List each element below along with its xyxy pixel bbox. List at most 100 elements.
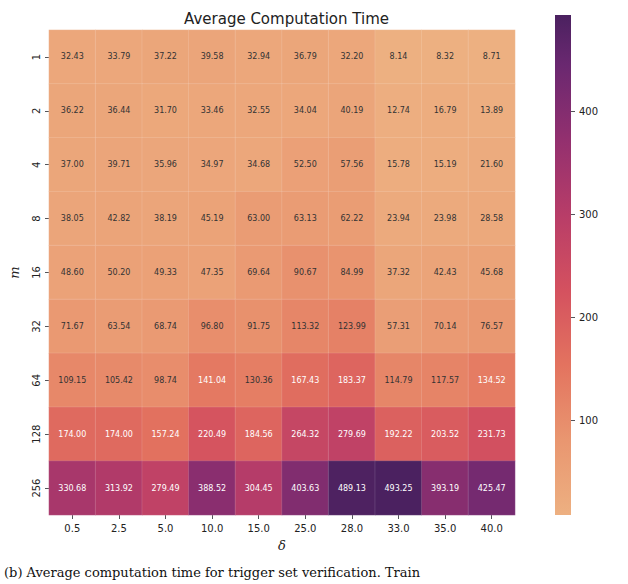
- svg-text:117.57: 117.57: [431, 376, 459, 385]
- svg-text:8.32: 8.32: [436, 52, 454, 61]
- svg-text:167.43: 167.43: [291, 376, 319, 385]
- svg-text:12.74: 12.74: [387, 106, 410, 115]
- svg-text:42.82: 42.82: [107, 214, 130, 223]
- svg-text:184.56: 184.56: [245, 430, 273, 439]
- svg-text:330.68: 330.68: [58, 484, 86, 493]
- svg-text:134.52: 134.52: [478, 376, 506, 385]
- svg-text:0.5: 0.5: [64, 523, 80, 534]
- svg-text:2.5: 2.5: [111, 523, 127, 534]
- svg-text:39.71: 39.71: [107, 160, 130, 169]
- svg-text:76.57: 76.57: [480, 322, 503, 331]
- svg-text:32.43: 32.43: [61, 52, 84, 61]
- svg-text:304.45: 304.45: [245, 484, 273, 493]
- svg-text:183.37: 183.37: [338, 376, 366, 385]
- svg-text:113.32: 113.32: [291, 322, 319, 331]
- svg-text:32.20: 32.20: [340, 52, 363, 61]
- svg-text:23.98: 23.98: [434, 214, 457, 223]
- svg-text:313.92: 313.92: [105, 484, 133, 493]
- svg-text:16: 16: [31, 266, 42, 279]
- svg-text:35.96: 35.96: [154, 160, 177, 169]
- svg-text:23.94: 23.94: [387, 214, 410, 223]
- svg-text:300: 300: [579, 209, 598, 220]
- svg-text:50.20: 50.20: [107, 268, 130, 277]
- svg-text:38.05: 38.05: [61, 214, 84, 223]
- svg-text:45.19: 45.19: [201, 214, 224, 223]
- svg-text:69.64: 69.64: [247, 268, 270, 277]
- svg-text:m: m: [7, 266, 22, 278]
- svg-text:231.73: 231.73: [478, 430, 506, 439]
- svg-text:32.55: 32.55: [247, 106, 270, 115]
- svg-text:63.13: 63.13: [294, 214, 317, 223]
- svg-text:489.13: 489.13: [338, 484, 366, 493]
- svg-text:84.99: 84.99: [340, 268, 363, 277]
- svg-text:62.22: 62.22: [340, 214, 363, 223]
- svg-text:91.75: 91.75: [247, 322, 270, 331]
- svg-text:220.49: 220.49: [198, 430, 226, 439]
- svg-text:8: 8: [31, 215, 42, 221]
- svg-text:57.31: 57.31: [387, 322, 410, 331]
- svg-text:33.46: 33.46: [201, 106, 224, 115]
- svg-text:68.74: 68.74: [154, 322, 177, 331]
- svg-text:32.94: 32.94: [247, 52, 270, 61]
- svg-text:36.79: 36.79: [294, 52, 317, 61]
- svg-text:25.0: 25.0: [294, 523, 316, 534]
- svg-text:2: 2: [31, 108, 42, 114]
- svg-text:35.0: 35.0: [434, 523, 456, 534]
- svg-text:49.33: 49.33: [154, 268, 177, 277]
- svg-text:71.67: 71.67: [61, 322, 84, 331]
- svg-text:(b) Average computation time f: (b) Average computation time for trigger…: [4, 565, 421, 580]
- svg-text:90.67: 90.67: [294, 268, 317, 277]
- svg-text:5.0: 5.0: [158, 523, 174, 534]
- svg-text:256: 256: [31, 479, 42, 498]
- svg-text:4: 4: [31, 162, 42, 168]
- svg-text:34.68: 34.68: [247, 160, 270, 169]
- svg-text:100: 100: [579, 415, 598, 426]
- svg-text:63.00: 63.00: [247, 214, 270, 223]
- svg-text:47.35: 47.35: [201, 268, 224, 277]
- svg-text:40.0: 40.0: [481, 523, 503, 534]
- svg-text:279.49: 279.49: [152, 484, 180, 493]
- svg-text:8.71: 8.71: [483, 52, 501, 61]
- svg-text:48.60: 48.60: [61, 268, 84, 277]
- svg-text:37.22: 37.22: [154, 52, 177, 61]
- svg-text:98.74: 98.74: [154, 376, 177, 385]
- svg-text:192.22: 192.22: [385, 430, 413, 439]
- svg-text:33.79: 33.79: [107, 52, 130, 61]
- svg-text:174.00: 174.00: [58, 430, 86, 439]
- svg-text:425.47: 425.47: [478, 484, 506, 493]
- svg-text:114.79: 114.79: [385, 376, 413, 385]
- svg-text:203.52: 203.52: [431, 430, 459, 439]
- svg-text:42.43: 42.43: [434, 268, 457, 277]
- svg-text:33.0: 33.0: [387, 523, 409, 534]
- svg-text:δ: δ: [278, 538, 286, 553]
- svg-text:34.97: 34.97: [201, 160, 224, 169]
- svg-text:21.60: 21.60: [480, 160, 503, 169]
- svg-text:52.50: 52.50: [294, 160, 317, 169]
- svg-text:403.63: 403.63: [291, 484, 319, 493]
- svg-text:45.68: 45.68: [480, 268, 503, 277]
- svg-text:96.80: 96.80: [201, 322, 224, 331]
- svg-text:38.19: 38.19: [154, 214, 177, 223]
- svg-text:388.52: 388.52: [198, 484, 226, 493]
- svg-text:279.69: 279.69: [338, 430, 366, 439]
- svg-text:130.36: 130.36: [245, 376, 273, 385]
- svg-text:Average Computation Time: Average Computation Time: [184, 10, 389, 28]
- svg-text:37.00: 37.00: [61, 160, 84, 169]
- svg-text:264.32: 264.32: [291, 430, 319, 439]
- svg-text:36.22: 36.22: [61, 106, 84, 115]
- svg-text:15.0: 15.0: [248, 523, 270, 534]
- svg-text:174.00: 174.00: [105, 430, 133, 439]
- svg-text:393.19: 393.19: [431, 484, 459, 493]
- svg-text:13.89: 13.89: [480, 106, 503, 115]
- svg-text:141.04: 141.04: [198, 376, 226, 385]
- svg-text:34.04: 34.04: [294, 106, 317, 115]
- svg-text:28.0: 28.0: [341, 523, 363, 534]
- svg-text:493.25: 493.25: [385, 484, 413, 493]
- svg-text:105.42: 105.42: [105, 376, 133, 385]
- svg-text:39.58: 39.58: [201, 52, 224, 61]
- svg-text:57.56: 57.56: [340, 160, 363, 169]
- svg-text:16.79: 16.79: [434, 106, 457, 115]
- svg-text:37.32: 37.32: [387, 268, 410, 277]
- svg-text:32: 32: [31, 320, 42, 333]
- svg-text:400: 400: [579, 106, 598, 117]
